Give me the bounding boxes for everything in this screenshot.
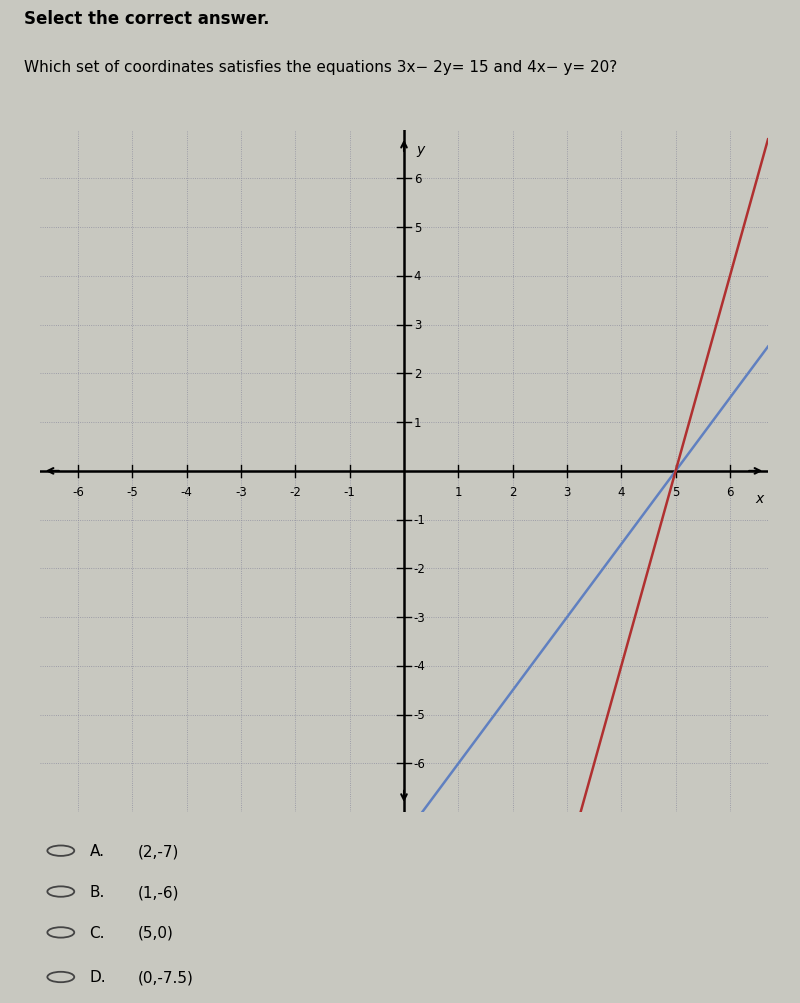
Text: 2: 2	[414, 367, 422, 380]
Text: x: x	[756, 491, 764, 506]
Text: 2: 2	[509, 485, 517, 498]
Text: -2: -2	[290, 485, 302, 498]
Text: -5: -5	[126, 485, 138, 498]
Text: 1: 1	[454, 485, 462, 498]
Text: y: y	[416, 142, 424, 156]
Text: 4: 4	[414, 270, 422, 283]
Text: (2,-7): (2,-7)	[138, 844, 179, 859]
Text: (0,-7.5): (0,-7.5)	[138, 970, 194, 985]
Text: -2: -2	[414, 563, 426, 576]
Text: 6: 6	[726, 485, 734, 498]
Text: -6: -6	[414, 757, 426, 770]
Text: 4: 4	[618, 485, 625, 498]
Text: -4: -4	[414, 660, 426, 673]
Text: 6: 6	[414, 173, 422, 186]
Text: A.: A.	[90, 844, 105, 859]
Text: 5: 5	[672, 485, 679, 498]
Text: (1,-6): (1,-6)	[138, 885, 179, 899]
Text: (5,0): (5,0)	[138, 925, 174, 940]
Text: Select the correct answer.: Select the correct answer.	[24, 10, 270, 28]
Text: D.: D.	[90, 970, 106, 985]
Text: -4: -4	[181, 485, 193, 498]
Text: C.: C.	[90, 925, 105, 940]
Text: 5: 5	[414, 222, 421, 235]
Text: -3: -3	[414, 611, 426, 624]
Text: 1: 1	[414, 416, 422, 429]
Text: -1: -1	[344, 485, 356, 498]
Text: -1: -1	[414, 514, 426, 527]
Text: Which set of coordinates satisfies the equations 3x− 2y= 15 and 4x− y= 20?: Which set of coordinates satisfies the e…	[24, 59, 618, 74]
Text: -6: -6	[72, 485, 84, 498]
Text: 3: 3	[414, 319, 421, 332]
Text: -3: -3	[235, 485, 247, 498]
Text: B.: B.	[90, 885, 105, 899]
Text: 3: 3	[563, 485, 570, 498]
Text: -5: -5	[414, 708, 426, 721]
